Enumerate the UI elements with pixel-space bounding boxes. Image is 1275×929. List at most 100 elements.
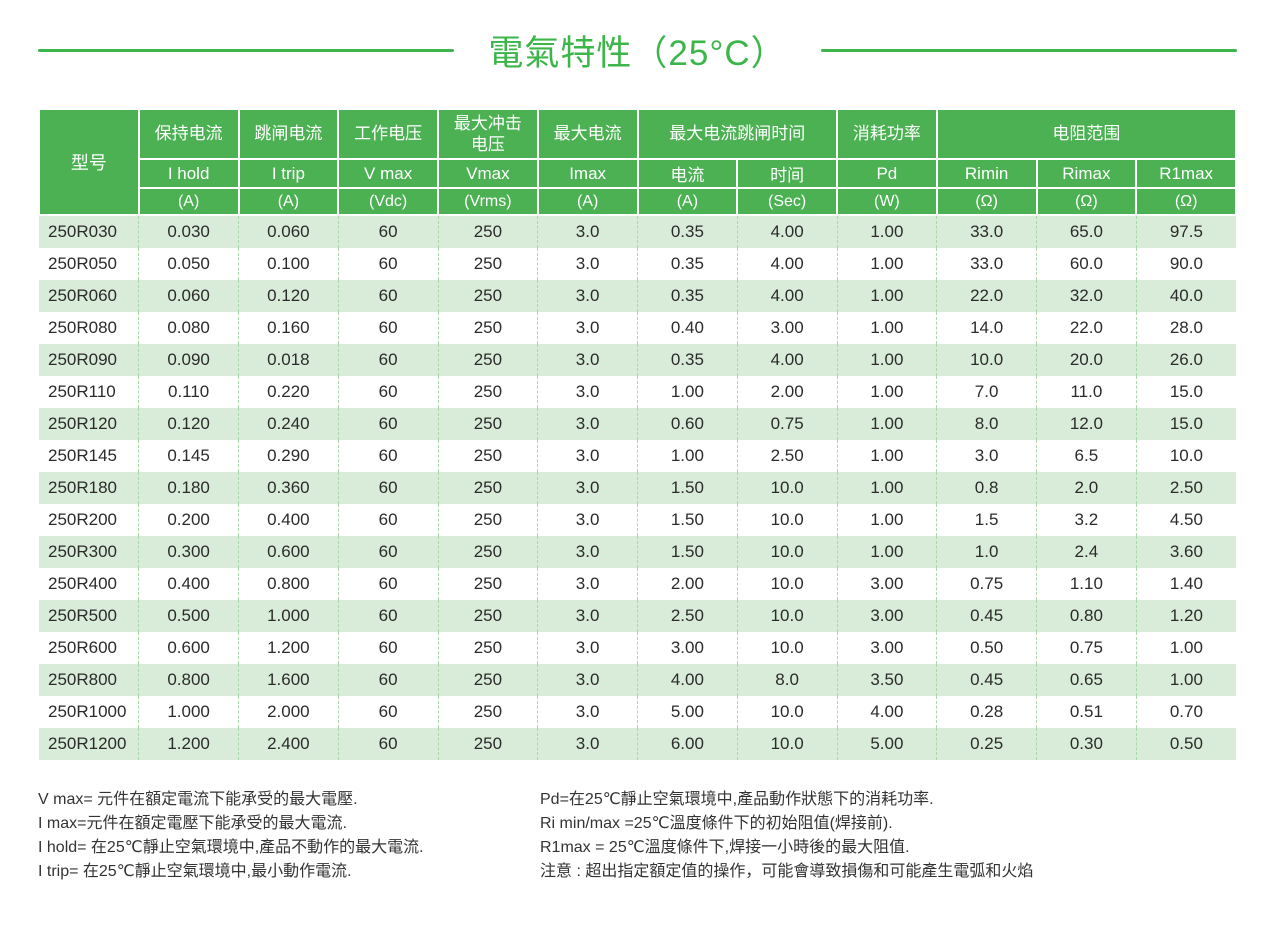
unit-imax: (A) — [536, 187, 639, 216]
note-imax: I max=元件在額定電壓下能承受的最大電流. — [38, 815, 347, 832]
table-row: 250R145 0.145 0.290 60 250 3.0 1.00 2.50 1.00 3.0… — [39, 440, 1236, 472]
model-cell: 250R110 — [39, 376, 140, 408]
value-cell: 250 — [438, 215, 539, 248]
value-cell: 0.100 — [238, 248, 339, 280]
value-cell: 0.050 — [138, 248, 239, 280]
value-cell: 22.0 — [1036, 312, 1137, 344]
model-cell: 250R1000 — [39, 696, 140, 728]
value-cell: 3.2 — [1036, 504, 1137, 536]
value-cell: 60 — [338, 600, 439, 632]
value-cell: 5.00 — [837, 728, 938, 760]
header-symbol-row: I hold I trip V max Vmax Imax 电流 时间 Pd R… — [39, 158, 1237, 189]
value-cell: 3.0 — [537, 408, 638, 440]
model-cell: 250R080 — [39, 312, 140, 344]
col-header-max-trip-time: 最大电流跳闸时间 — [636, 108, 838, 160]
footnotes: V max= 元件在額定電流下能承受的最大電壓. I max=元件在額定電壓下能… — [38, 788, 1237, 884]
note-warning: 注意 : 超出指定額定值的操作，可能會導致損傷和可能產生電弧和火焰 — [540, 863, 1034, 880]
unit-rimin: (Ω) — [935, 187, 1038, 216]
value-cell: 3.0 — [537, 728, 638, 760]
value-cell: 1.00 — [837, 215, 938, 248]
value-cell: 14.0 — [936, 312, 1037, 344]
symbol-rimax: Rimax — [1035, 158, 1138, 189]
value-cell: 0.145 — [138, 440, 239, 472]
value-cell: 65.0 — [1036, 215, 1137, 248]
value-cell: 4.00 — [837, 696, 938, 728]
header-unit-row: (A) (A) (Vdc) (Vrms) (A) (A) (Sec) (W) (… — [39, 187, 1237, 216]
value-cell: 0.290 — [238, 440, 339, 472]
table-row: 250R1000 1.000 2.000 60 250 3.0 5.00 10.0 4.00 0.… — [39, 696, 1236, 728]
value-cell: 60 — [338, 376, 439, 408]
note-vmax: V max= 元件在額定電流下能承受的最大電壓. — [38, 791, 358, 808]
value-cell: 33.0 — [936, 215, 1037, 248]
value-cell: 40.0 — [1136, 280, 1236, 312]
value-cell: 250 — [438, 632, 539, 664]
value-cell: 2.50 — [637, 600, 738, 632]
unit-vmax-dc: (Vdc) — [337, 187, 439, 216]
value-cell: 15.0 — [1136, 376, 1236, 408]
value-cell: 0.45 — [936, 600, 1037, 632]
table-row: 250R120 0.120 0.240 60 250 3.0 0.60 0.75 1.00 8.0… — [39, 408, 1236, 440]
value-cell: 0.800 — [138, 664, 239, 696]
page-title: 電氣特性（25°C） — [488, 33, 787, 73]
symbol-ihold: I hold — [137, 158, 240, 189]
value-cell: 250 — [438, 600, 539, 632]
note-r1max: R1max = 25℃溫度條件下,焊接一小時後的最大阻值. — [540, 839, 910, 856]
symbol-vmax-dc: V max — [337, 158, 439, 189]
value-cell: 10.0 — [737, 504, 838, 536]
value-cell: 250 — [438, 440, 539, 472]
value-cell: 3.0 — [537, 344, 638, 376]
value-cell: 250 — [438, 344, 539, 376]
model-cell: 250R400 — [39, 568, 140, 600]
value-cell: 3.0 — [537, 215, 638, 248]
value-cell: 60 — [338, 696, 439, 728]
table-row: 250R180 0.180 0.360 60 250 3.0 1.50 10.0 1.00 0.8… — [39, 472, 1236, 504]
value-cell: 0.75 — [936, 568, 1037, 600]
value-cell: 1.600 — [238, 664, 339, 696]
value-cell: 3.0 — [537, 568, 638, 600]
col-header-max-current: 最大电流 — [536, 108, 639, 160]
value-cell: 10.0 — [1136, 440, 1236, 472]
value-cell: 3.0 — [537, 376, 638, 408]
value-cell: 1.00 — [837, 504, 938, 536]
value-cell: 3.0 — [537, 632, 638, 664]
value-cell: 0.28 — [936, 696, 1037, 728]
table-row: 250R060 0.060 0.120 60 250 3.0 0.35 4.00 1.00 22.… — [39, 280, 1236, 312]
title-rule-right — [820, 48, 1237, 52]
symbol-rimin: Rimin — [935, 158, 1038, 189]
value-cell: 0.160 — [238, 312, 339, 344]
value-cell: 2.0 — [1036, 472, 1137, 504]
model-cell: 250R300 — [39, 536, 140, 568]
value-cell: 3.0 — [537, 504, 638, 536]
value-cell: 1.10 — [1036, 568, 1137, 600]
value-cell: 250 — [438, 408, 539, 440]
table-row: 250R030 0.030 0.060 60 250 3.0 0.35 4.00 1.00 33.… — [39, 215, 1236, 248]
spec-table: 型号 保持电流 跳闸电流 工作电压 最大冲击 电压 最大电流 最大电流跳闸时间 … — [38, 108, 1238, 760]
model-cell: 250R050 — [39, 248, 140, 280]
value-cell: 0.018 — [238, 344, 339, 376]
col-header-trip-current: 跳闸电流 — [237, 108, 340, 160]
value-cell: 1.0 — [936, 536, 1037, 568]
value-cell: 3.0 — [537, 312, 638, 344]
value-cell: 0.51 — [1036, 696, 1137, 728]
col-header-model: 型号 — [38, 108, 140, 216]
value-cell: 10.0 — [737, 632, 838, 664]
value-cell: 1.00 — [837, 344, 938, 376]
model-cell: 250R600 — [39, 632, 140, 664]
value-cell: 250 — [438, 568, 539, 600]
model-cell: 250R060 — [39, 280, 140, 312]
value-cell: 250 — [438, 376, 539, 408]
model-cell: 250R200 — [39, 504, 140, 536]
title-bar: 電氣特性（25°C） — [38, 26, 1237, 74]
value-cell: 3.50 — [837, 664, 938, 696]
value-cell: 250 — [438, 248, 539, 280]
value-cell: 0.35 — [637, 280, 738, 312]
value-cell: 1.20 — [1136, 600, 1236, 632]
value-cell: 28.0 — [1136, 312, 1236, 344]
value-cell: 3.0 — [936, 440, 1037, 472]
note-rimin-max: Ri min/max =25℃溫度條件下的初始阻值(焊接前). — [540, 815, 893, 832]
value-cell: 0.600 — [138, 632, 239, 664]
table-row: 250R110 0.110 0.220 60 250 3.0 1.00 2.00 1.00 7.0… — [39, 376, 1236, 408]
unit-vmax-rms: (Vrms) — [437, 187, 539, 216]
value-cell: 3.60 — [1136, 536, 1236, 568]
value-cell: 2.400 — [238, 728, 339, 760]
